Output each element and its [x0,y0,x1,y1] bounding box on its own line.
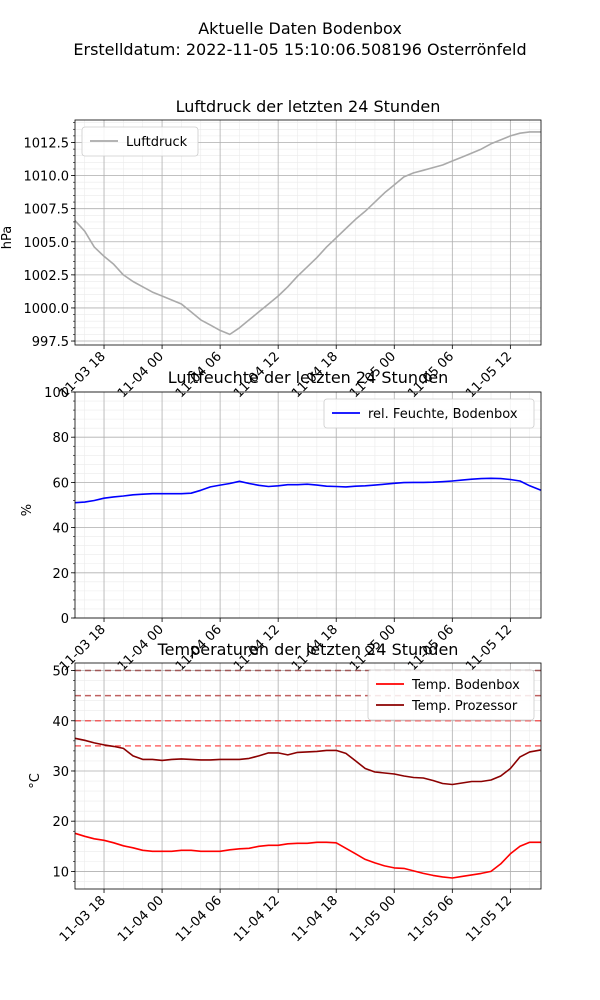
legend-box [323,398,535,429]
legend-box [367,669,535,721]
y-tick-label: 100 [44,386,69,401]
y-tick-label: 50 [52,665,69,680]
plot-frame [74,662,542,890]
series-line [74,737,542,786]
y-axis-label: °C [28,773,43,789]
y-tick-label: 1007.5 [24,203,70,218]
y-axis-label: % [20,504,35,516]
y-tick-label: 10 [52,865,69,880]
y-tick-label: 40 [52,522,69,537]
y-tick-label: 1005.0 [24,236,70,251]
series-line [74,131,541,336]
y-tick-label: 0 [61,612,69,627]
y-tick-label: 997.5 [32,335,69,350]
legend-label: Luftdruck [126,135,188,150]
legend-box [81,126,199,157]
y-tick-label: 40 [52,715,69,730]
y-tick-label: 30 [52,765,69,780]
figure-title-line-1: Aktuelle Daten Bodenbox [198,19,402,38]
plot-frame [74,119,542,346]
legend-label: Temp. Bodenbox [411,678,520,693]
y-tick-label: 1010.0 [24,170,70,185]
figure-title-line-2: Erstelldatum: 2022-11-05 15:10:06.508196… [73,40,526,59]
legend-label: Temp. Prozessor [411,699,518,714]
y-tick-label: 1000.0 [24,302,70,317]
y-tick-label: 1002.5 [24,269,70,284]
y-tick-label: 80 [52,431,69,446]
y-tick-label: 60 [52,476,69,491]
chart-title: Temperaturen der letzten 24 Stunden [157,640,459,659]
y-tick-label: 1012.5 [24,137,70,152]
y-tick-label: 20 [52,567,69,582]
legend-label: rel. Feuchte, Bodenbox [368,407,518,422]
plot-frame [74,391,542,619]
chart-title: Luftfeuchte der letzten 24 Stunden [168,368,448,387]
y-axis-label: hPa [0,226,15,249]
series-line [74,832,541,879]
series-line [74,477,542,504]
y-tick-label: 20 [52,815,69,830]
chart-title: Luftdruck der letzten 24 Stunden [176,97,441,116]
